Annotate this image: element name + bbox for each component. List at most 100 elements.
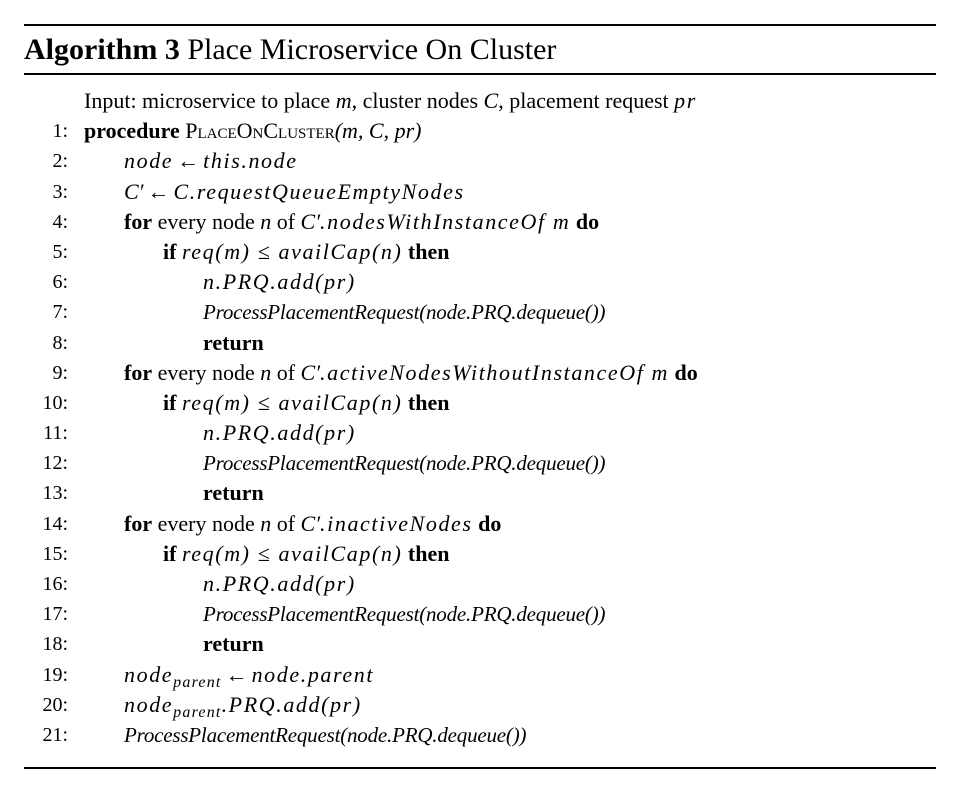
every-node-text: every node [157, 510, 255, 536]
algorithm-box: Algorithm 3 Place Microservice On Cluste… [24, 0, 936, 800]
input-c: C [483, 88, 499, 113]
code-line-19: 19: nodeparent ← node.parent [24, 660, 936, 691]
set-c-prime: C′ [300, 359, 321, 385]
code-line-11: 11: n.PRQ.add(pr) [24, 418, 936, 448]
line-number: 17: [42, 603, 68, 626]
iter-var: n [260, 510, 272, 536]
set-member: .activeNodesWithoutInstanceOf m [320, 359, 670, 385]
code-line-10: 10: if req(m) ≤ availCap(n) then [24, 388, 936, 418]
add-statement: n.PRQ.add(pr) [203, 269, 356, 295]
algorithm-caption: Algorithm 3 Place Microservice On Cluste… [24, 28, 556, 72]
code-line-12: 12: ProcessPlacementRequest(node.PRQ.deq… [24, 448, 936, 478]
code-line-5: 5: if req(m) ≤ availCap(n) then [24, 237, 936, 267]
keyword-do: do [478, 510, 502, 536]
line-number: 10: [42, 391, 68, 414]
process-call: ProcessPlacementRequest(node.PRQ.dequeue… [203, 602, 606, 627]
line-number: 9: [52, 361, 68, 384]
line-number: 14: [42, 512, 68, 535]
node-parent-base: node [124, 691, 174, 717]
condition: req(m) ≤ availCap(n) [181, 238, 403, 264]
iter-var: n [260, 359, 272, 385]
set-member: .nodesWithInstanceOf m [320, 208, 571, 234]
line-number: 3: [52, 180, 68, 203]
condition: req(m) ≤ availCap(n) [181, 540, 403, 566]
assign-lhs: C′ [124, 178, 144, 204]
code-line-21: 21: ProcessPlacementRequest(node.PRQ.deq… [24, 720, 936, 750]
keyword-return: return [203, 631, 264, 657]
keyword-for: for [124, 510, 153, 536]
keyword-then: then [407, 389, 450, 415]
add-statement: n.PRQ.add(pr) [203, 420, 356, 446]
procedure-name: PlaceOnCluster [185, 118, 335, 144]
keyword-for: for [124, 208, 153, 234]
node-parent-subscript: parent [173, 673, 222, 691]
input-m: m [335, 88, 352, 113]
keyword-then: then [407, 540, 450, 566]
code-line-14: 14: for every node n of C′.inactiveNodes… [24, 509, 936, 539]
code-line-4: 4: for every node n of C′.nodesWithInsta… [24, 207, 936, 237]
code-line-6: 6: n.PRQ.add(pr) [24, 267, 936, 297]
line-number: 19: [42, 663, 68, 686]
set-c-prime: C′ [300, 510, 321, 536]
assign-lhs: node [124, 148, 174, 174]
line-number: 2: [52, 150, 68, 173]
algorithm-label: Algorithm 3 [24, 33, 180, 66]
line-number: 16: [42, 573, 68, 595]
keyword-do: do [674, 359, 698, 385]
keyword-do: do [575, 208, 600, 234]
code-line-8: 8: return [24, 328, 936, 358]
keyword-then: then [407, 238, 450, 264]
add-statement: n.PRQ.add(pr) [203, 571, 356, 596]
line-number: 21: [42, 723, 68, 746]
keyword-return: return [203, 329, 264, 355]
top-rule [24, 24, 936, 26]
algorithm-title: Place Microservice On Cluster [187, 33, 557, 66]
code-line-3: 3: C′ ← C.requestQueueEmptyNodes [24, 177, 936, 207]
code-line-2: 2: node ← this.node [24, 146, 936, 176]
line-number: 1: [52, 120, 68, 143]
code-line-1: 1: procedure PlaceOnCluster(m, C, pr) [24, 116, 936, 146]
code-line-18: 18: return [24, 629, 936, 659]
caption-rule [24, 73, 936, 75]
line-number: 12: [42, 452, 68, 475]
keyword-if: if [163, 389, 177, 415]
of-text: of [276, 510, 296, 536]
condition: req(m) ≤ availCap(n) [181, 389, 403, 415]
every-node-text: every node [157, 208, 255, 234]
of-text: of [276, 359, 296, 385]
parent-add-statement: .PRQ.add(pr) [221, 691, 362, 717]
code-line-20: 20: nodeparent.PRQ.add(pr) [24, 690, 936, 721]
code-line-15: 15: if req(m) ≤ availCap(n) then [24, 539, 936, 569]
line-number: 5: [52, 240, 68, 263]
input-pr: pr [674, 88, 697, 113]
of-text: of [276, 208, 296, 234]
line-number: 6: [52, 271, 68, 294]
keyword-if: if [163, 238, 177, 264]
keyword-if: if [163, 540, 177, 566]
code-line-13: 13: return [24, 478, 936, 508]
line-number: 8: [52, 331, 68, 354]
node-parent-base: node [124, 661, 174, 687]
node-parent-subscript: parent [173, 703, 222, 721]
code-line-9: 9: for every node n of C′.activeNodesWit… [24, 358, 936, 388]
input-mid2: , placement request [498, 88, 669, 113]
line-number: 7: [52, 301, 68, 324]
line-number: 11: [43, 422, 68, 445]
assign-rhs: this.node [203, 148, 298, 174]
assign-rhs: node.parent [251, 661, 375, 687]
line-number: 4: [52, 210, 68, 233]
set-member: .inactiveNodes [320, 510, 473, 536]
input-line: Input: microservice to place m, cluster … [24, 86, 936, 116]
code-line-16: 16: n.PRQ.add(pr) [24, 569, 936, 599]
assign-arrow: ← [225, 661, 248, 687]
keyword-procedure: procedure [84, 118, 180, 144]
line-number: 13: [42, 482, 68, 505]
process-call: ProcessPlacementRequest(node.PRQ.dequeue… [124, 722, 527, 747]
iter-var: n [260, 208, 272, 234]
assign-arrow: ← [147, 178, 170, 204]
assign-arrow: ← [177, 148, 200, 174]
line-number: 15: [42, 542, 68, 565]
bottom-rule [24, 767, 936, 769]
process-call: ProcessPlacementRequest(node.PRQ.dequeue… [203, 451, 606, 476]
input-mid: , cluster nodes [351, 88, 479, 113]
